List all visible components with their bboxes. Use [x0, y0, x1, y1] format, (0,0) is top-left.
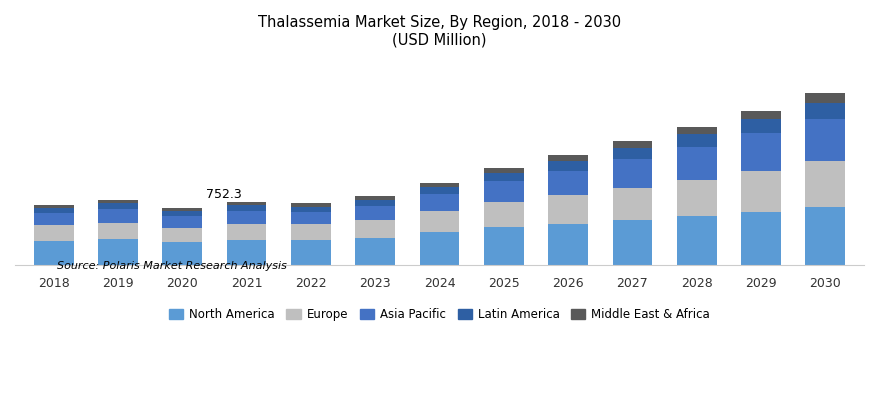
- Bar: [740, 171, 781, 212]
- Bar: [291, 207, 330, 212]
- Bar: [291, 212, 330, 225]
- Bar: [804, 93, 845, 103]
- Bar: [548, 161, 587, 171]
- Bar: [355, 197, 395, 200]
- Bar: [33, 213, 74, 225]
- Bar: [548, 195, 587, 224]
- Bar: [419, 211, 459, 232]
- Bar: [162, 228, 202, 242]
- Bar: [740, 111, 781, 119]
- Bar: [355, 238, 395, 265]
- Bar: [740, 212, 781, 265]
- Bar: [419, 183, 459, 187]
- Bar: [291, 225, 330, 241]
- Bar: [740, 119, 781, 133]
- Bar: [483, 202, 523, 227]
- Bar: [33, 204, 74, 208]
- Bar: [548, 171, 587, 195]
- Bar: [612, 148, 651, 159]
- Bar: [548, 224, 587, 265]
- Bar: [97, 222, 138, 239]
- Bar: [97, 209, 138, 222]
- Bar: [676, 127, 716, 134]
- Bar: [33, 241, 74, 265]
- Bar: [291, 203, 330, 207]
- Bar: [162, 242, 202, 265]
- Bar: [419, 232, 459, 265]
- Bar: [97, 239, 138, 265]
- Bar: [612, 159, 651, 188]
- Bar: [612, 220, 651, 265]
- Bar: [33, 225, 74, 241]
- Bar: [291, 241, 330, 265]
- Bar: [804, 119, 845, 161]
- Bar: [355, 206, 395, 220]
- Bar: [676, 180, 716, 216]
- Bar: [483, 168, 523, 173]
- Bar: [97, 204, 138, 209]
- Bar: [483, 227, 523, 265]
- Bar: [548, 155, 587, 161]
- Bar: [483, 181, 523, 202]
- Bar: [227, 240, 266, 265]
- Bar: [676, 134, 716, 147]
- Bar: [355, 200, 395, 206]
- Bar: [162, 208, 202, 211]
- Bar: [162, 211, 202, 216]
- Bar: [227, 223, 266, 240]
- Bar: [804, 207, 845, 265]
- Bar: [804, 161, 845, 207]
- Bar: [97, 199, 138, 204]
- Text: 752.3: 752.3: [206, 188, 241, 201]
- Bar: [227, 205, 266, 210]
- Bar: [612, 188, 651, 220]
- Bar: [483, 173, 523, 181]
- Bar: [419, 194, 459, 211]
- Text: Source: Polaris Market Research Analysis: Source: Polaris Market Research Analysis: [57, 261, 287, 271]
- Title: Thalassemia Market Size, By Region, 2018 - 2030
(USD Million): Thalassemia Market Size, By Region, 2018…: [257, 15, 621, 47]
- Bar: [227, 202, 266, 205]
- Bar: [804, 103, 845, 119]
- Bar: [740, 133, 781, 171]
- Bar: [227, 210, 266, 223]
- Bar: [162, 216, 202, 228]
- Bar: [419, 187, 459, 194]
- Bar: [355, 220, 395, 238]
- Bar: [676, 147, 716, 180]
- Bar: [612, 141, 651, 148]
- Legend: North America, Europe, Asia Pacific, Latin America, Middle East & Africa: North America, Europe, Asia Pacific, Lat…: [164, 303, 714, 326]
- Bar: [33, 208, 74, 213]
- Bar: [676, 216, 716, 265]
